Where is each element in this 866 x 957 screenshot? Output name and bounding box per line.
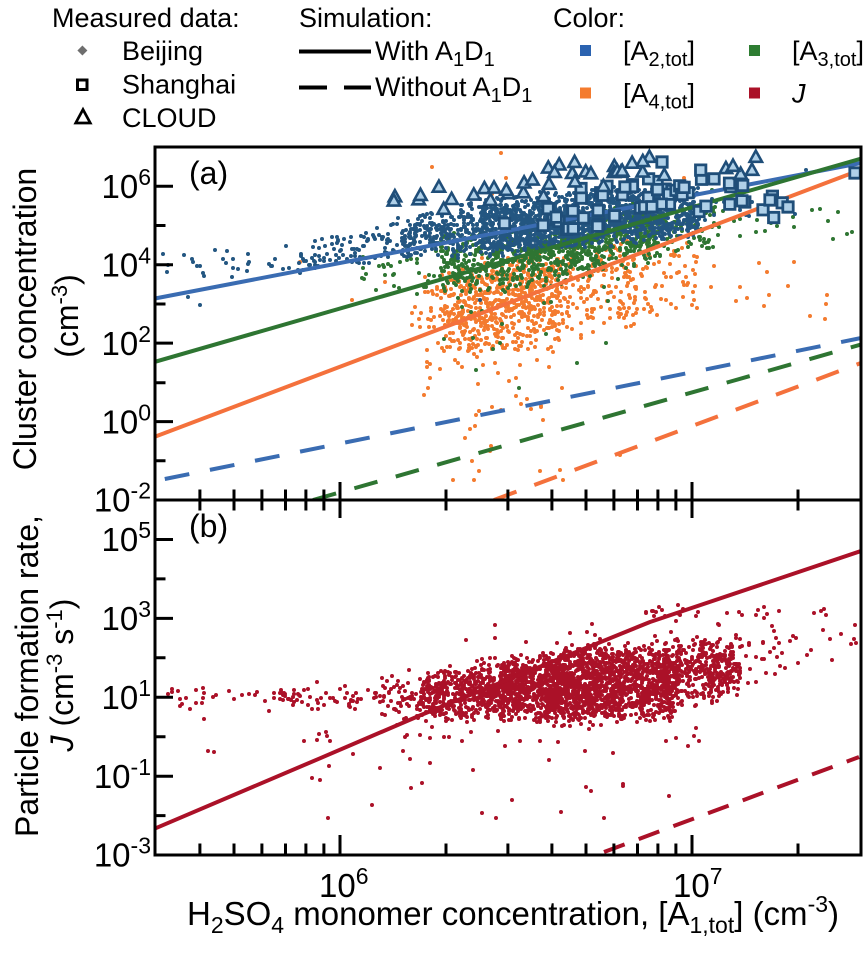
svg-text:101: 101 [101,675,151,716]
svg-text:Without A1D1: Without A1D1 [375,72,532,107]
svg-text:Shanghai: Shanghai [122,70,236,100]
svg-text:(a): (a) [189,155,228,191]
svg-text:Beijing: Beijing [122,36,203,66]
svg-text:Measured data:: Measured data: [52,3,240,33]
svg-text:With A1D1: With A1D1 [375,36,495,71]
svg-text:CLOUD: CLOUD [122,103,217,133]
svg-text:H2SO4 monomer concentration, [: H2SO4 monomer concentration, [A1,tot] (c… [187,891,839,938]
svg-text:107: 107 [673,863,723,904]
svg-text:(b): (b) [189,508,228,544]
svg-text:Particle formation rate,: Particle formation rate, [9,515,45,837]
svg-text:Simulation:: Simulation: [299,3,433,33]
svg-text:[A3,tot]: [A3,tot] [792,36,864,71]
svg-text:Color:: Color: [553,3,625,33]
svg-text:J: J [791,79,806,109]
svg-text:Cluster concentration: Cluster concentration [7,168,43,470]
svg-text:10-3: 10-3 [94,833,151,874]
